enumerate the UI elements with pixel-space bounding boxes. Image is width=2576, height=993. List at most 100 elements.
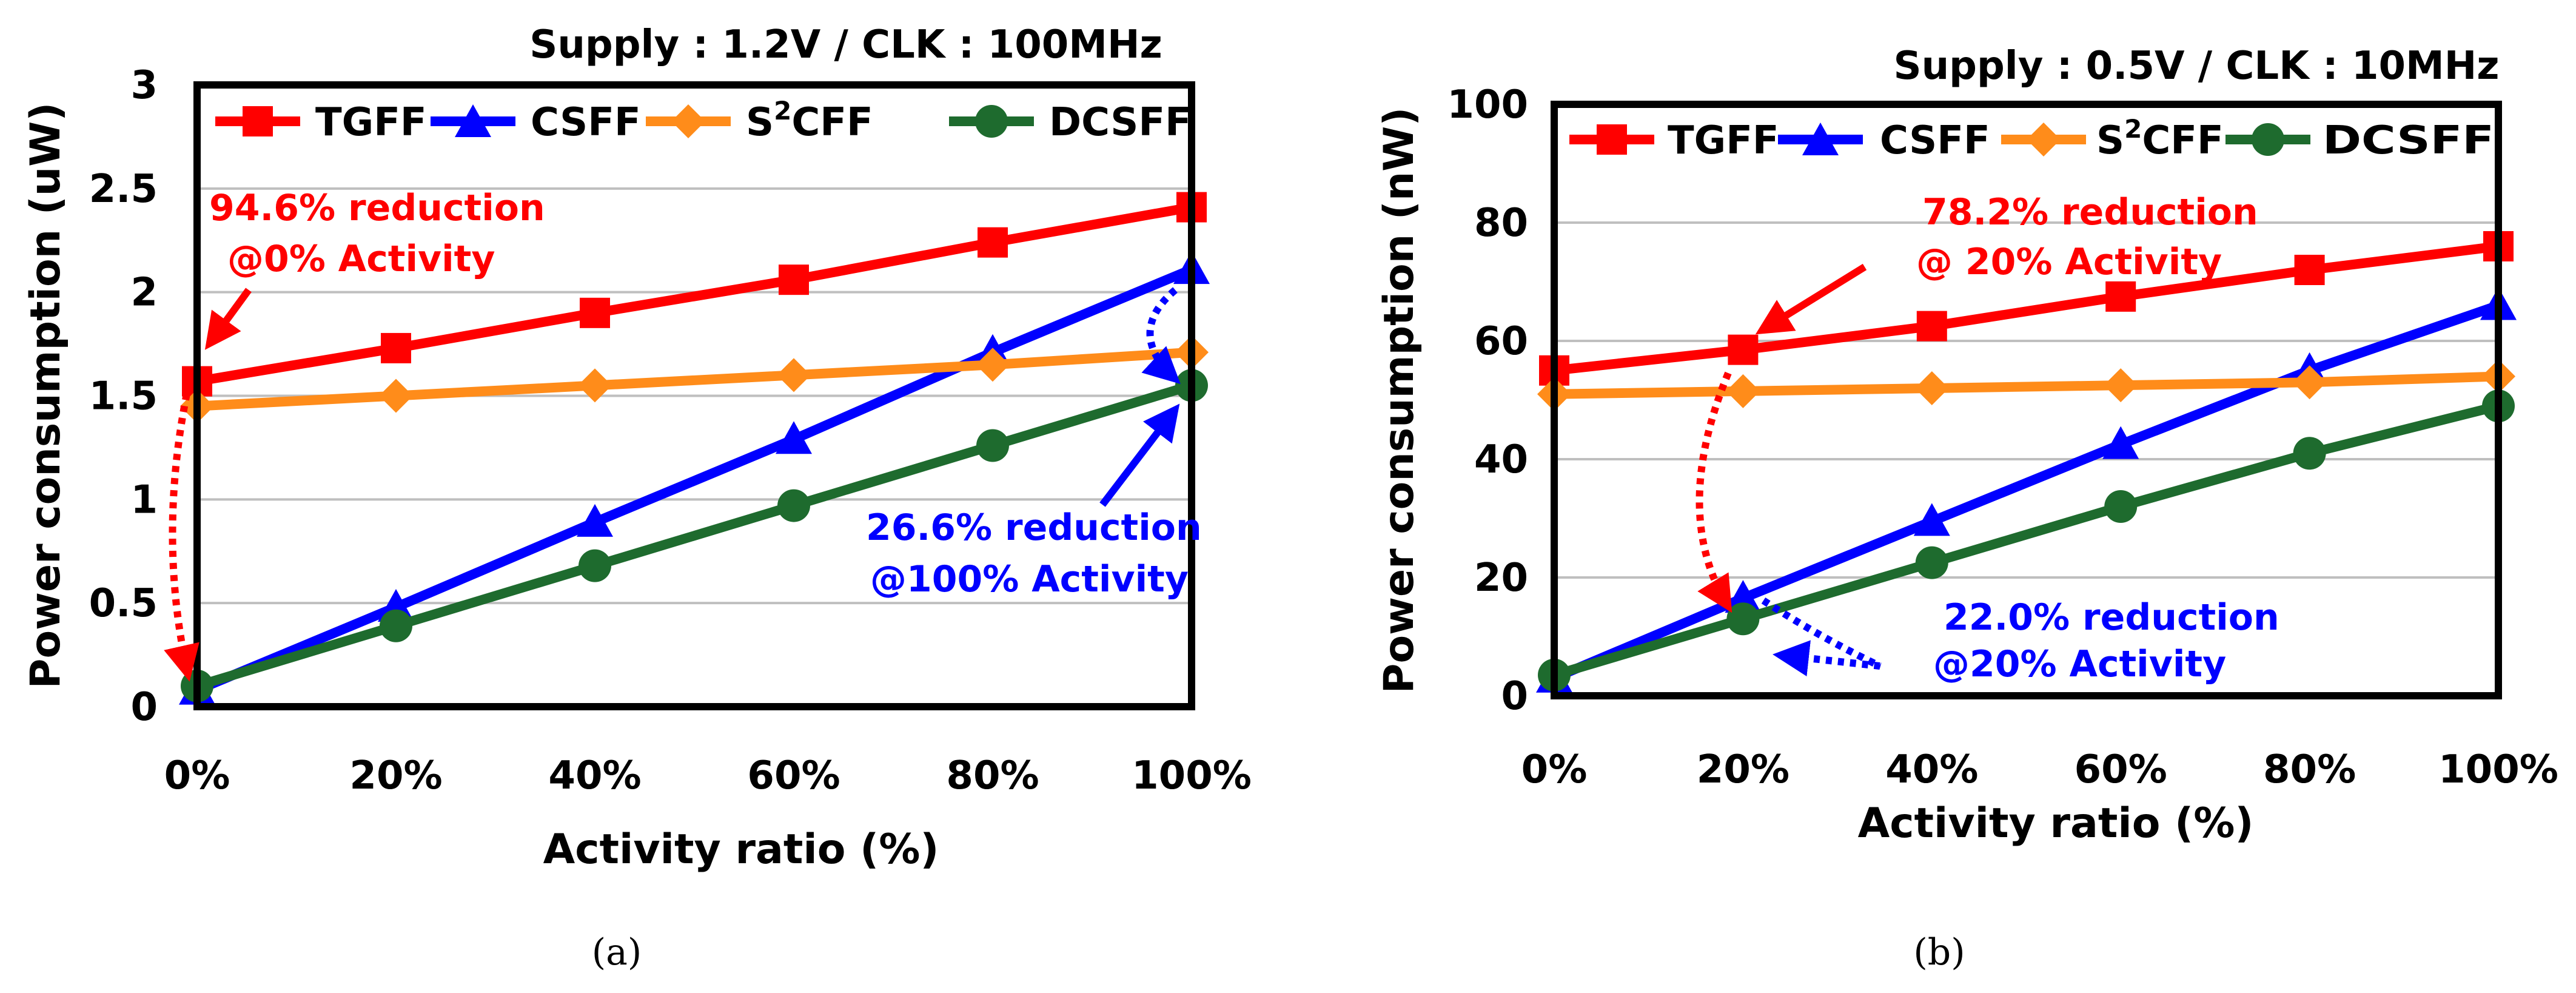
chart-b-point-csff [2102, 426, 2139, 459]
chart-b-point-dcsff [1726, 602, 1760, 636]
panel-b: Supply : 0.5V / CLK : 10MHz 0 20 40 60 80 100… [1375, 44, 2558, 974]
chart-b-arrow-blue-dotted [1761, 597, 1882, 677]
chart-b-line-s2cff [1554, 371, 2499, 399]
chart-a-point-csff [776, 421, 812, 454]
chart-a-annotation-blue-2: @100% Activity [870, 558, 1189, 601]
legend-a-s2cff-marker [671, 104, 705, 138]
legend-b-tgff-marker [1597, 124, 1627, 155]
chart-b-ytick-label: 100 [1447, 82, 1528, 127]
chart-b-line-tgff [1554, 241, 2499, 375]
legend-b-tgff-label: TGFF [1668, 118, 1779, 163]
chart-b-point-tgff [2105, 281, 2136, 312]
chart-a-title: Supply : 1.2V / CLK : 100MHz [529, 22, 1162, 67]
chart-a-point-tgff [978, 227, 1008, 258]
chart-a-arrow-red [204, 288, 252, 350]
chart-a-point-dcsff [380, 609, 412, 642]
chart-a-plot-frame [193, 81, 1195, 710]
chart-a-annotation-blue-1: 26.6% reduction [866, 507, 1202, 549]
legend-a-csff-label: CSFF [531, 100, 641, 145]
chart-a-point-tgff [779, 264, 809, 295]
chart-b-point-tgff [1728, 334, 1759, 365]
chart-b-ytick-label: 40 [1474, 437, 1528, 482]
chart-a-caption: (a) [592, 931, 642, 974]
chart-a-xlabel: Activity ratio (%) [543, 826, 939, 874]
chart-a-xtick-label: 60% [747, 753, 840, 798]
chart-a-xticks: 0% 20% 40% 60% 80% 100% [164, 753, 1252, 798]
chart-a-point-dcsff [976, 429, 1009, 462]
legend-a-tgff-label: TGFF [315, 100, 427, 145]
chart-b-ytick-label: 60 [1474, 319, 1528, 364]
chart-a-ytick-label: 2.5 [89, 167, 158, 212]
chart-a-line-csff [195, 264, 1194, 695]
legend-b-dcsff-marker [2252, 123, 2284, 156]
chart-b-xtick-label: 40% [1885, 747, 1978, 792]
chart-a-ytick-label: 1.5 [89, 374, 158, 419]
chart-a-ytick-label: 1 [130, 477, 158, 522]
chart-a-xtick-label: 100% [1132, 753, 1252, 798]
chart-b-ytick-label: 80 [1474, 201, 1528, 246]
legend-b-csff-label: CSFF [1880, 118, 1990, 163]
panel-a: Supply : 1.2V / CLK : 100MHz 0 0.5 1 1.5 2 2.… [22, 22, 1252, 974]
chart-a-arrow-blue-dotted [1141, 287, 1181, 385]
chart-a-point-dcsff [579, 549, 611, 582]
chart-a-xtick-label: 0% [164, 753, 230, 798]
chart-b-point-s2cff [2104, 368, 2138, 403]
chart-a-annotation-red-1: 94.6% reduction [209, 187, 545, 229]
chart-b-caption: (b) [1913, 931, 1965, 974]
chart-a-xtick-label: 20% [349, 753, 442, 798]
chart-b-xtick-label: 60% [2075, 747, 2167, 792]
chart-a-point-s2cff [379, 379, 413, 413]
legend-b-s2cff-marker [2027, 123, 2061, 157]
chart-b-xticks: 0% 20% 40% 60% 80% 100% [1521, 747, 2558, 792]
chart-b-point-s2cff [2292, 365, 2327, 400]
chart-a-line-s2cff [196, 347, 1192, 411]
chart-b-yticks: 0 20 40 60 80 100 [1447, 82, 1528, 719]
chart-b-annotation-red-1: 78.2% reduction [1922, 191, 2258, 234]
chart-b-point-s2cff [1726, 374, 1760, 408]
chart-a-ytick-label: 3 [130, 63, 158, 108]
chart-b-plot-frame [1551, 101, 2502, 699]
chart-a-point-s2cff [578, 368, 612, 403]
legend-b-s2cff-label: S2CFF [2096, 114, 2224, 163]
chart-b-xlabel: Activity ratio (%) [1858, 799, 2254, 847]
chart-a-line-tgff [196, 202, 1193, 386]
legend-a-csff-marker [455, 104, 491, 137]
chart-a-point-s2cff [777, 358, 811, 392]
chart-a-ytick-label: 0 [130, 685, 158, 730]
chart-b-annotation-red-2: @ 20% Activity [1916, 241, 2222, 283]
legend-a-tgff-marker [243, 106, 273, 136]
chart-b-line-dcsff [1552, 401, 2500, 680]
chart-a-point-s2cff [976, 348, 1010, 382]
chart-b-xtick-label: 0% [1521, 747, 1588, 792]
chart-b-xtick-label: 80% [2263, 747, 2356, 792]
chart-a-line-dcsff [195, 380, 1193, 691]
chart-b-legend: TGFF CSFF S2CFF DCSFF [1569, 114, 2494, 163]
chart-a-arrow-red-dotted [164, 381, 200, 682]
chart-a-point-dcsff [777, 489, 810, 522]
chart-b-annotation-blue-1: 22.0% reduction [1944, 596, 2279, 639]
chart-a-ytick-label: 2 [130, 271, 158, 315]
legend-a-dcsff-label: DCSFF [1049, 100, 1192, 145]
chart-b-arrow-red [1755, 263, 1867, 335]
chart-a-annotation-red-2: @0% Activity [227, 238, 495, 280]
chart-a-xtick-label: 40% [548, 753, 641, 798]
chart-b-ylabel: Power consumption (nW) [1375, 107, 1423, 694]
chart-b-point-dcsff [1915, 546, 1948, 579]
legend-a-dcsff-marker [975, 105, 1008, 138]
chart-a-point-tgff [381, 332, 411, 363]
chart-b-ytick-label: 20 [1474, 556, 1528, 601]
chart-a-ytick-label: 0.5 [89, 581, 158, 626]
chart-b-point-dcsff [2293, 437, 2326, 470]
legend-b-dcsff-label: DCSFF [2323, 118, 2494, 163]
chart-a-point-tgff [580, 297, 610, 328]
chart-b-ytick-label: 0 [1501, 674, 1528, 719]
chart-a-legend: TGFF CSFF S2CFF DCSFF [215, 96, 1192, 145]
chart-b-point-csff [1913, 503, 1950, 536]
chart-a-arrow-blue [1099, 403, 1180, 507]
chart-a-point-csff [577, 503, 613, 537]
chart-a-xtick-label: 80% [946, 753, 1039, 798]
chart-a-ylabel: Power consumption (uW) [22, 103, 70, 689]
chart-b-xtick-label: 20% [1697, 747, 1789, 792]
chart-b-point-s2cff [1914, 371, 1949, 405]
